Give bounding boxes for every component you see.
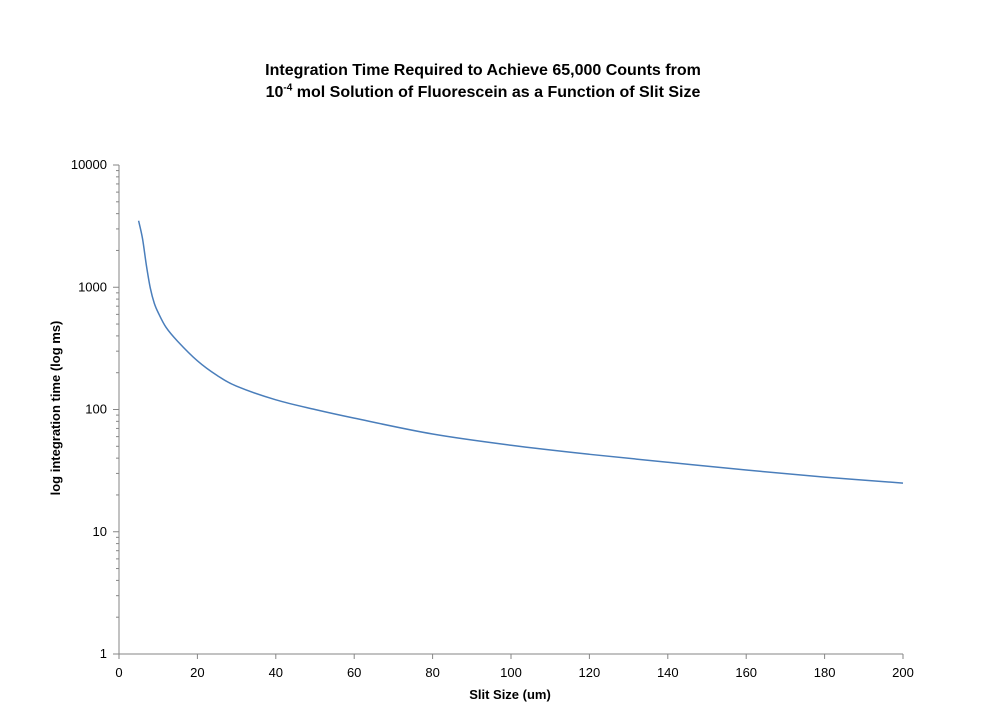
x-tick-label: 60 bbox=[347, 665, 361, 680]
x-tick-label: 0 bbox=[115, 665, 122, 680]
x-tick-label: 40 bbox=[269, 665, 283, 680]
x-tick-label: 160 bbox=[735, 665, 757, 680]
x-tick-label: 80 bbox=[425, 665, 439, 680]
chart-title-line-2: 10-4 mol Solution of Fluorescein as a Fu… bbox=[0, 82, 966, 104]
x-tick-label: 120 bbox=[579, 665, 601, 680]
chart-title-superscript: -4 bbox=[283, 82, 293, 94]
x-tick-label: 100 bbox=[500, 665, 522, 680]
y-axis: 1 10 100 1000 10000 bbox=[71, 157, 120, 661]
series-layer bbox=[137, 220, 904, 484]
x-tick-label: 20 bbox=[190, 665, 204, 680]
x-tick-label: 200 bbox=[892, 665, 914, 680]
x-tick-label: 140 bbox=[657, 665, 679, 680]
y-tick-label: 10 bbox=[93, 524, 107, 539]
chart-title: Integration Time Required to Achieve 65,… bbox=[0, 60, 966, 104]
x-tick-label: 180 bbox=[814, 665, 836, 680]
x-axis-title: Slit Size (um) bbox=[469, 687, 551, 702]
chart-title-rest: mol Solution of Fluorescein as a Functio… bbox=[292, 84, 701, 101]
series-line bbox=[137, 220, 904, 484]
y-tick-label: 100 bbox=[85, 402, 107, 417]
y-tick-label: 1000 bbox=[78, 279, 107, 294]
y-tick-label: 1 bbox=[100, 646, 107, 661]
chart-title-line-1: Integration Time Required to Achieve 65,… bbox=[265, 62, 701, 79]
chart-title-base: 10 bbox=[265, 84, 284, 101]
y-axis-title: log integration time (log ms) bbox=[48, 321, 63, 496]
x-axis: 0 20 40 60 80 100 120 140 160 180 200 bbox=[115, 653, 914, 680]
y-tick-label: 10000 bbox=[71, 157, 107, 172]
